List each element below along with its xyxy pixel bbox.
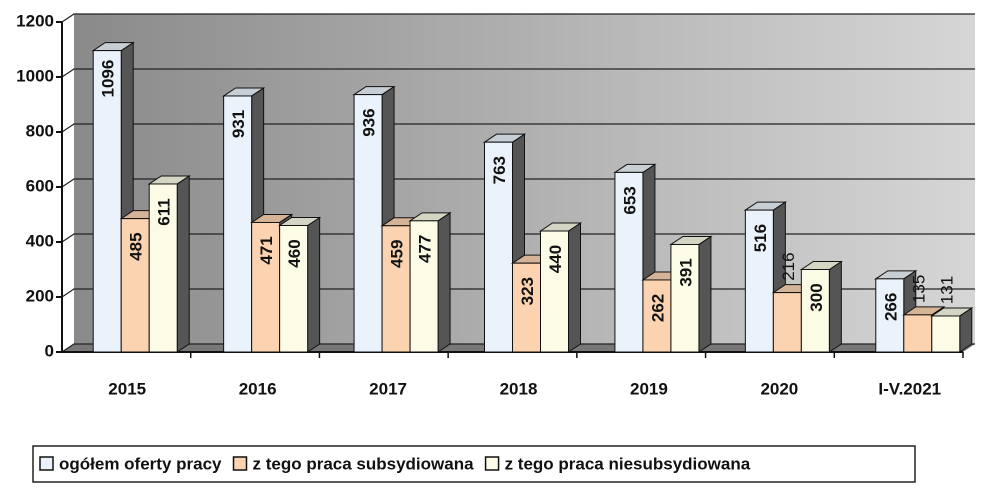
bar bbox=[614, 171, 644, 353]
bar-side bbox=[176, 175, 190, 353]
y-tick-label: 400 bbox=[26, 231, 54, 250]
data-label: 440 bbox=[546, 245, 565, 273]
data-label: 936 bbox=[360, 108, 379, 136]
bar bbox=[670, 243, 700, 353]
bar bbox=[353, 94, 383, 353]
plot-area: 0 200 400 600 800 1000 1200 2015 1096 485 611 2016 9… bbox=[16, 11, 975, 398]
y-tick-label: 1000 bbox=[16, 66, 54, 85]
bar-side bbox=[307, 216, 321, 353]
grid-line bbox=[61, 123, 975, 133]
y-tick-label: 1200 bbox=[16, 11, 54, 30]
legend-swatch bbox=[232, 456, 248, 471]
legend-box bbox=[32, 445, 916, 483]
bar bbox=[92, 50, 122, 353]
grid-line bbox=[61, 13, 975, 23]
bar bbox=[931, 315, 961, 353]
data-label: 471 bbox=[257, 236, 276, 264]
grid-line bbox=[61, 68, 975, 78]
data-label: 611 bbox=[155, 198, 174, 225]
grid-line bbox=[61, 178, 975, 188]
x-tick-label: I-V.2021 bbox=[878, 379, 941, 398]
data-label: 131 bbox=[937, 276, 956, 304]
data-label: 485 bbox=[127, 232, 146, 260]
data-label: 763 bbox=[490, 156, 509, 184]
x-tick-label: 2020 bbox=[760, 379, 798, 398]
data-label: 1096 bbox=[99, 60, 118, 98]
bar-side bbox=[568, 222, 581, 353]
data-label: 216 bbox=[779, 252, 798, 280]
legend-label: ogółem oferty pracy bbox=[59, 454, 222, 473]
bar bbox=[251, 221, 281, 353]
legend-label: z tego praca subsydiowana bbox=[253, 454, 475, 473]
bar-side bbox=[828, 260, 842, 353]
x-tick-label: 2017 bbox=[369, 379, 407, 398]
bar bbox=[279, 225, 309, 353]
grid-line bbox=[61, 233, 975, 243]
data-label: 459 bbox=[388, 240, 407, 268]
bar bbox=[512, 262, 541, 353]
y-tick-label: 600 bbox=[26, 176, 54, 195]
bar bbox=[120, 218, 150, 353]
data-label: 266 bbox=[881, 293, 900, 321]
x-tick-label: 2015 bbox=[108, 379, 146, 398]
y-tick-label: 800 bbox=[26, 121, 54, 140]
bar bbox=[744, 209, 774, 353]
bar bbox=[148, 183, 178, 353]
legend-label: z tego praca niesubsydiowana bbox=[505, 454, 751, 473]
bar bbox=[540, 230, 569, 353]
bar bbox=[223, 95, 253, 353]
bar bbox=[800, 269, 830, 353]
bar bbox=[381, 225, 411, 353]
y-tick-label: 200 bbox=[26, 286, 54, 305]
data-label: 931 bbox=[229, 110, 248, 138]
x-tick-label: 2019 bbox=[630, 379, 668, 398]
legend-swatch bbox=[484, 456, 500, 471]
data-label: 262 bbox=[648, 294, 667, 322]
bar bbox=[772, 292, 802, 353]
x-tick-label: 2018 bbox=[500, 379, 538, 398]
data-label: 477 bbox=[416, 235, 435, 263]
bar bbox=[409, 220, 439, 353]
bar bbox=[642, 279, 672, 353]
data-label: 516 bbox=[751, 224, 770, 252]
y-tick-label: 0 bbox=[45, 341, 54, 360]
data-label: 323 bbox=[518, 277, 537, 305]
bar-side bbox=[698, 235, 712, 353]
data-label: 391 bbox=[676, 258, 695, 286]
x-tick-label: 2016 bbox=[239, 379, 277, 398]
bar-side bbox=[437, 211, 451, 353]
data-label: 653 bbox=[620, 186, 639, 214]
data-label: 460 bbox=[285, 239, 304, 267]
legend: ogółem oferty pracy z tego praca subsydio… bbox=[32, 445, 916, 483]
bar bbox=[484, 141, 513, 353]
data-label: 300 bbox=[807, 283, 826, 311]
data-label: 135 bbox=[909, 275, 928, 303]
legend-swatch bbox=[39, 456, 54, 471]
bar bbox=[903, 314, 933, 353]
